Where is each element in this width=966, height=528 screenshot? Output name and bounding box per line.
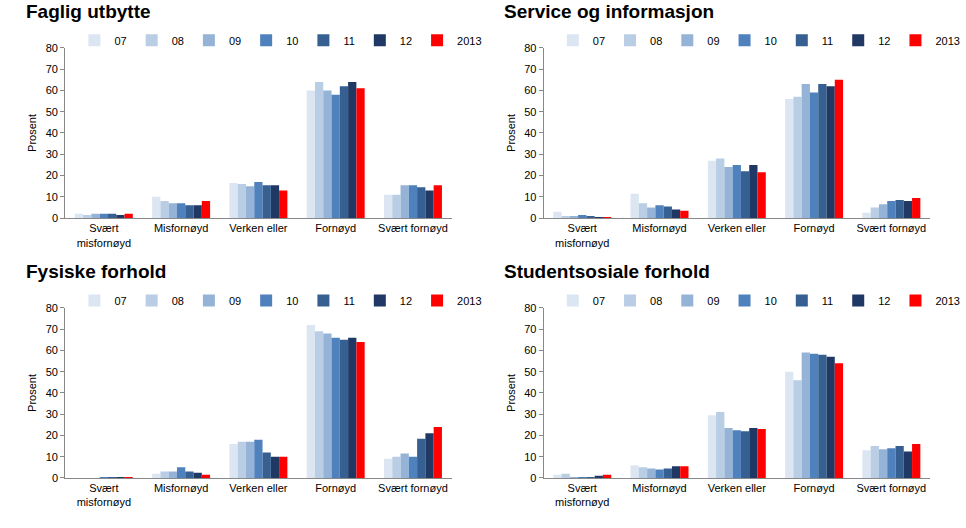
svg-text:11: 11: [822, 295, 833, 307]
svg-text:30: 30: [46, 148, 58, 160]
svg-text:70: 70: [46, 63, 58, 75]
svg-text:12: 12: [400, 295, 412, 307]
svg-text:Studentsosiale forhold: Studentsosiale forhold: [504, 261, 710, 282]
svg-text:Fysiske forhold: Fysiske forhold: [26, 261, 166, 282]
svg-text:Fornøyd: Fornøyd: [794, 482, 835, 494]
svg-text:60: 60: [524, 84, 536, 96]
svg-text:80: 80: [524, 302, 536, 314]
svg-text:70: 70: [46, 323, 58, 335]
svg-text:2013: 2013: [457, 295, 481, 307]
svg-text:40: 40: [46, 387, 58, 399]
svg-text:09: 09: [229, 295, 241, 307]
svg-text:12: 12: [878, 295, 890, 307]
svg-text:10: 10: [46, 451, 58, 463]
svg-text:Fornøyd: Fornøyd: [315, 482, 356, 494]
svg-text:80: 80: [524, 42, 536, 54]
svg-text:20: 20: [46, 429, 58, 441]
svg-text:08: 08: [172, 35, 184, 47]
svg-text:07: 07: [593, 295, 605, 307]
svg-text:Fornøyd: Fornøyd: [794, 222, 835, 234]
svg-text:12: 12: [400, 35, 412, 47]
svg-text:70: 70: [524, 323, 536, 335]
svg-text:10: 10: [46, 191, 58, 203]
svg-text:30: 30: [46, 408, 58, 420]
svg-text:09: 09: [707, 295, 719, 307]
svg-text:11: 11: [343, 295, 354, 307]
svg-text:Sværtmisfornøyd: Sværtmisfornøyd: [555, 482, 609, 508]
svg-text:10: 10: [286, 295, 298, 307]
svg-text:80: 80: [46, 42, 58, 54]
svg-text:60: 60: [46, 84, 58, 96]
svg-text:11: 11: [343, 35, 354, 47]
svg-text:60: 60: [524, 344, 536, 356]
svg-text:Svært fornøyd: Svært fornøyd: [378, 482, 448, 494]
svg-text:80: 80: [46, 302, 58, 314]
svg-text:Sværtmisfornøyd: Sværtmisfornøyd: [77, 482, 131, 508]
svg-text:Verken eller: Verken eller: [708, 222, 766, 234]
svg-text:Misfornøyd: Misfornøyd: [632, 222, 686, 234]
svg-text:07: 07: [593, 35, 605, 47]
svg-text:30: 30: [524, 148, 536, 160]
svg-text:20: 20: [524, 429, 536, 441]
svg-text:10: 10: [524, 191, 536, 203]
svg-text:30: 30: [524, 408, 536, 420]
svg-text:08: 08: [650, 35, 662, 47]
svg-text:Svært fornøyd: Svært fornøyd: [857, 482, 927, 494]
svg-text:2013: 2013: [935, 35, 959, 47]
svg-text:10: 10: [524, 451, 536, 463]
svg-text:50: 50: [46, 366, 58, 378]
svg-text:Verken eller: Verken eller: [229, 222, 287, 234]
svg-text:Misfornøyd: Misfornøyd: [154, 222, 208, 234]
svg-text:40: 40: [524, 127, 536, 139]
svg-text:Verken eller: Verken eller: [708, 482, 766, 494]
svg-text:Svært fornøyd: Svært fornøyd: [857, 222, 927, 234]
svg-text:Svært fornøyd: Svært fornøyd: [378, 222, 448, 234]
svg-text:Faglig utbytte: Faglig utbytte: [26, 1, 151, 22]
svg-text:40: 40: [46, 127, 58, 139]
svg-text:0: 0: [52, 212, 58, 224]
svg-text:0: 0: [52, 472, 58, 484]
svg-text:Prosent: Prosent: [505, 114, 517, 152]
svg-text:2013: 2013: [935, 295, 959, 307]
svg-text:07: 07: [114, 35, 126, 47]
svg-text:08: 08: [650, 295, 662, 307]
svg-text:20: 20: [46, 169, 58, 181]
svg-text:Fornøyd: Fornøyd: [315, 222, 356, 234]
svg-text:60: 60: [46, 344, 58, 356]
svg-text:09: 09: [707, 35, 719, 47]
svg-text:Prosent: Prosent: [26, 374, 38, 412]
svg-text:50: 50: [46, 106, 58, 118]
svg-text:10: 10: [765, 35, 777, 47]
svg-text:70: 70: [524, 63, 536, 75]
svg-text:Prosent: Prosent: [505, 374, 517, 412]
svg-text:Sværtmisfornøyd: Sværtmisfornøyd: [77, 222, 131, 248]
svg-text:50: 50: [524, 366, 536, 378]
svg-text:20: 20: [524, 169, 536, 181]
svg-text:08: 08: [172, 295, 184, 307]
svg-text:09: 09: [229, 35, 241, 47]
svg-text:Verken eller: Verken eller: [229, 482, 287, 494]
svg-text:Service og informasjon: Service og informasjon: [504, 1, 714, 22]
svg-text:2013: 2013: [457, 35, 481, 47]
svg-text:12: 12: [878, 35, 890, 47]
svg-text:Misfornøyd: Misfornøyd: [154, 482, 208, 494]
svg-text:11: 11: [822, 35, 833, 47]
svg-text:10: 10: [286, 35, 298, 47]
svg-text:Misfornøyd: Misfornøyd: [632, 482, 686, 494]
svg-text:40: 40: [524, 387, 536, 399]
svg-text:10: 10: [765, 295, 777, 307]
svg-text:50: 50: [524, 106, 536, 118]
svg-text:Prosent: Prosent: [26, 114, 38, 152]
svg-text:0: 0: [530, 212, 536, 224]
svg-text:0: 0: [530, 472, 536, 484]
svg-text:Sværtmisfornøyd: Sværtmisfornøyd: [555, 222, 609, 248]
svg-text:07: 07: [114, 295, 126, 307]
